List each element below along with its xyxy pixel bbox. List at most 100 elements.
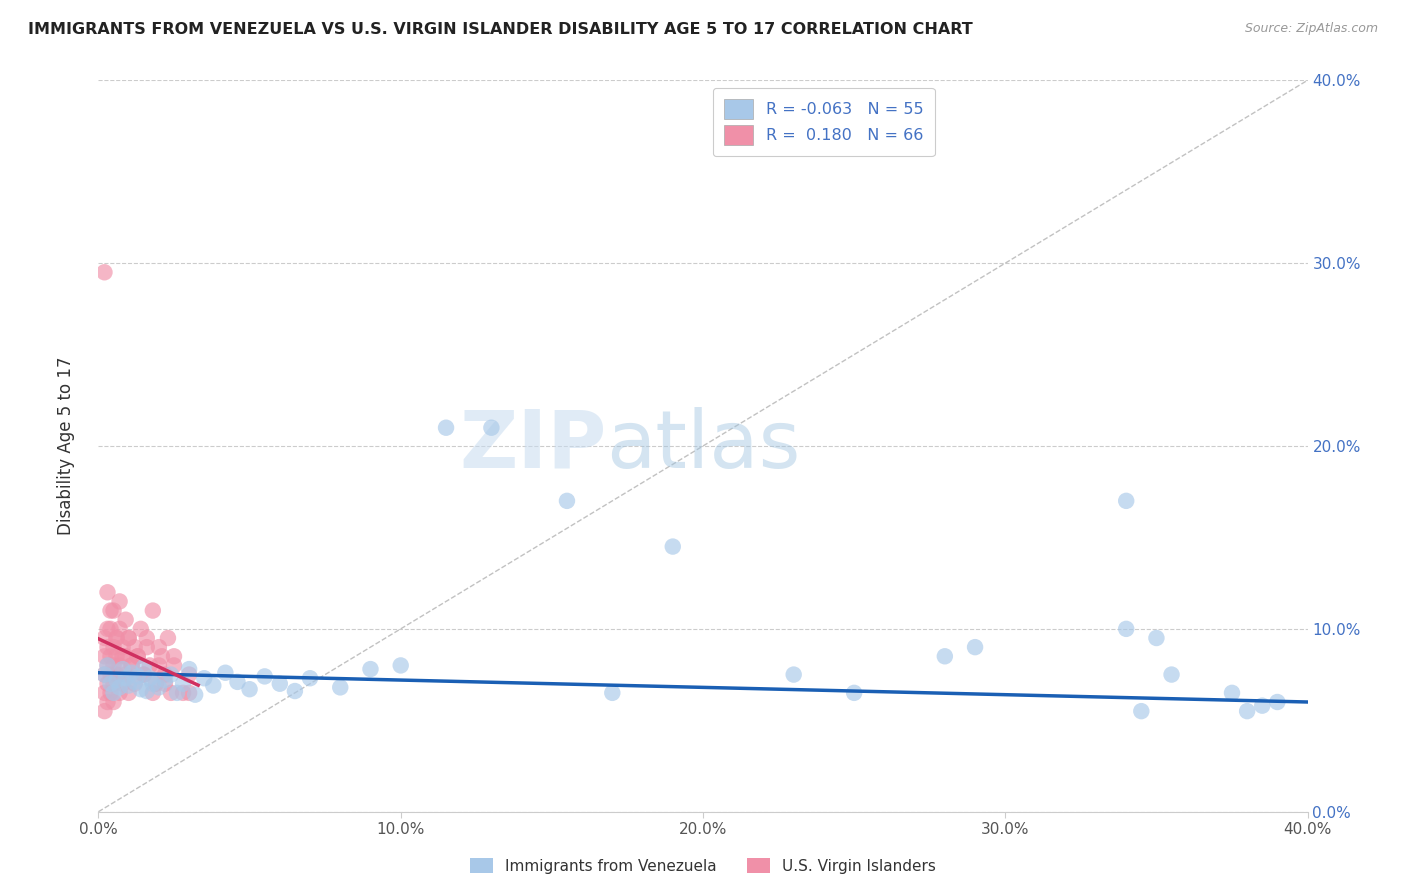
Point — [103, 640, 125, 655]
Point — [100, 667, 122, 681]
Point — [132, 660, 155, 674]
Point — [103, 686, 125, 700]
Point — [121, 658, 143, 673]
Point — [93, 667, 115, 681]
Point — [284, 684, 307, 698]
Point — [124, 676, 146, 690]
Y-axis label: Disability Age 5 to 17: Disability Age 5 to 17 — [56, 357, 75, 535]
Point — [127, 649, 149, 664]
Point — [389, 658, 412, 673]
Point — [114, 649, 136, 664]
Point — [661, 540, 683, 554]
Point — [105, 631, 128, 645]
Legend: R = -0.063   N = 55, R =  0.180   N = 66: R = -0.063 N = 55, R = 0.180 N = 66 — [713, 88, 935, 156]
Text: Source: ZipAtlas.com: Source: ZipAtlas.com — [1244, 22, 1378, 36]
Point — [602, 686, 624, 700]
Point — [253, 669, 276, 683]
Point — [108, 686, 131, 700]
Point — [148, 658, 170, 673]
Point — [202, 679, 225, 693]
Point — [1236, 704, 1258, 718]
Point — [965, 640, 987, 655]
Text: IMMIGRANTS FROM VENEZUELA VS U.S. VIRGIN ISLANDER DISABILITY AGE 5 TO 17 CORRELA: IMMIGRANTS FROM VENEZUELA VS U.S. VIRGIN… — [28, 22, 973, 37]
Point — [135, 640, 157, 655]
Legend: Immigrants from Venezuela, U.S. Virgin Islanders: Immigrants from Venezuela, U.S. Virgin I… — [464, 852, 942, 880]
Point — [1115, 622, 1137, 636]
Point — [160, 686, 183, 700]
Point — [329, 681, 352, 695]
Point — [783, 667, 806, 681]
Point — [1220, 686, 1243, 700]
Point — [148, 681, 170, 695]
Point — [111, 676, 134, 690]
Point — [145, 676, 167, 690]
Point — [93, 704, 115, 718]
Point — [118, 631, 141, 645]
Point — [118, 631, 141, 645]
Point — [148, 640, 170, 655]
Point — [239, 682, 262, 697]
Point — [129, 622, 152, 636]
Point — [142, 603, 165, 617]
Point — [150, 649, 173, 664]
Point — [179, 686, 201, 700]
Point — [96, 658, 118, 673]
Point — [121, 665, 143, 680]
Point — [103, 658, 125, 673]
Point — [163, 658, 186, 673]
Point — [96, 585, 118, 599]
Point — [360, 662, 382, 676]
Point — [226, 674, 249, 689]
Point — [124, 640, 146, 655]
Text: ZIP: ZIP — [458, 407, 606, 485]
Point — [142, 676, 165, 690]
Point — [163, 649, 186, 664]
Point — [555, 494, 578, 508]
Point — [118, 686, 141, 700]
Point — [156, 631, 179, 645]
Point — [96, 695, 118, 709]
Point — [135, 631, 157, 645]
Point — [179, 662, 201, 676]
Point — [142, 686, 165, 700]
Point — [139, 658, 162, 673]
Point — [93, 686, 115, 700]
Point — [127, 649, 149, 664]
Point — [103, 695, 125, 709]
Point — [111, 662, 134, 676]
Point — [93, 667, 115, 681]
Point — [153, 667, 176, 681]
Point — [434, 421, 457, 435]
Point — [214, 665, 236, 680]
Point — [1115, 494, 1137, 508]
Point — [172, 686, 194, 700]
Point — [1267, 695, 1289, 709]
Point — [100, 686, 122, 700]
Point — [172, 676, 194, 690]
Point — [139, 671, 162, 685]
Point — [103, 603, 125, 617]
Point — [93, 649, 115, 664]
Point — [93, 265, 115, 279]
Point — [129, 682, 152, 697]
Point — [481, 421, 503, 435]
Point — [153, 673, 176, 687]
Point — [132, 667, 155, 681]
Text: atlas: atlas — [606, 407, 800, 485]
Point — [100, 649, 122, 664]
Point — [1130, 704, 1153, 718]
Point — [124, 674, 146, 689]
Point — [783, 128, 806, 143]
Point — [96, 676, 118, 690]
Point — [193, 671, 215, 685]
Point — [934, 649, 956, 664]
Point — [135, 684, 157, 698]
Point — [108, 681, 131, 695]
Point — [105, 649, 128, 664]
Point — [105, 667, 128, 681]
Point — [299, 671, 322, 685]
Point — [96, 658, 118, 673]
Point — [844, 686, 866, 700]
Point — [100, 676, 122, 690]
Point — [96, 640, 118, 655]
